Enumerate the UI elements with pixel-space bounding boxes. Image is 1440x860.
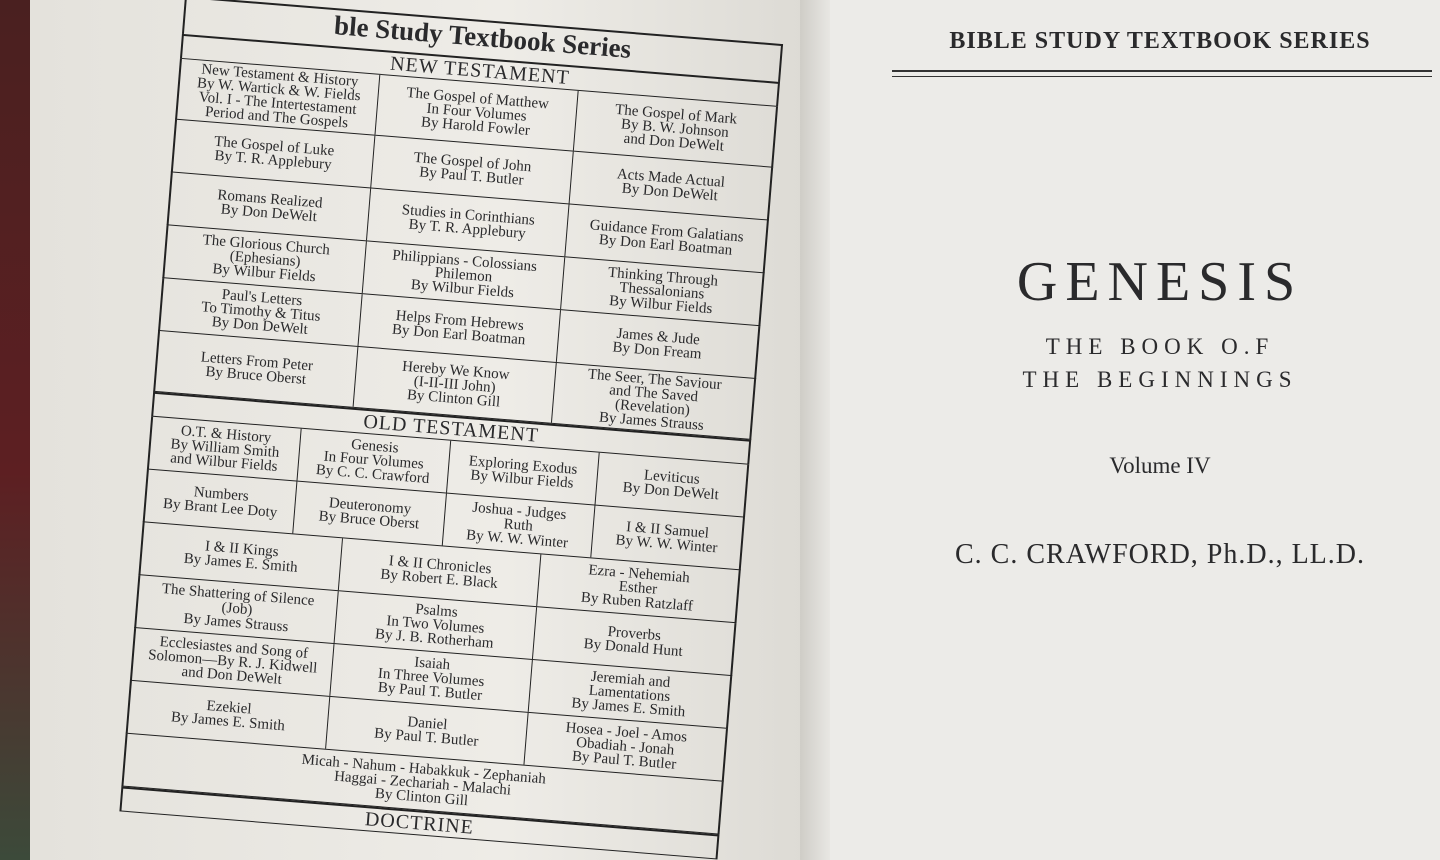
subtitle: THE BEGINNINGS [1022, 367, 1298, 392]
subtitle: THE BOOK O.F [1045, 334, 1275, 359]
author: C. C. CRAWFORD, Ph.D., LL.D. [954, 539, 1366, 570]
series-header: BIBLE STUDY TEXTBOOK SERIES [949, 28, 1371, 54]
left-page: ble Study Textbook Series NEW TESTAMENT N… [30, 0, 820, 860]
volume: Volume IV [1109, 453, 1211, 478]
rule [892, 70, 1432, 77]
title: GENESIS [1016, 251, 1304, 313]
right-page: BIBLE STUDY TEXTBOOK SERIES GENESIS THE … [830, 0, 1440, 860]
series-list: ble Study Textbook Series NEW TESTAMENT N… [119, 0, 784, 860]
